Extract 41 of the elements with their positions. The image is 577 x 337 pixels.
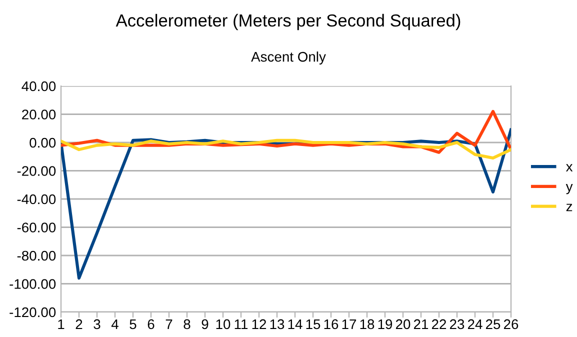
y-tick-label: -120.00: [10, 307, 56, 318]
legend-label: x: [566, 164, 573, 172]
x-tick-label: 13: [270, 319, 284, 330]
x-tick-label: 2: [76, 319, 82, 330]
x-tick-label: 20: [396, 319, 410, 330]
x-tick-label: 8: [184, 319, 190, 330]
y-tick-label: -60.00: [17, 222, 56, 232]
x-tick-label: 6: [148, 319, 154, 330]
x-tick-label: 10: [216, 319, 230, 330]
x-tick-label: 16: [324, 319, 338, 330]
legend-label: z: [566, 204, 572, 212]
x-tick-label: 21: [414, 319, 428, 330]
x-tick-label: 22: [432, 319, 446, 330]
x-tick-label: 24: [468, 319, 482, 330]
x-tick-label: 25: [486, 319, 500, 330]
y-tick-label: 40.00: [22, 81, 56, 92]
x-tick-label: 19: [378, 319, 392, 330]
y-tick-label: 20.00: [22, 110, 56, 120]
x-tick-label: 23: [450, 319, 464, 330]
y-tick-label: 0.00: [30, 138, 56, 148]
legend-label: y: [566, 184, 573, 194]
x-tick-label: 26: [504, 319, 518, 330]
y-tick-label: -40.00: [17, 194, 56, 204]
chart-subtitle: Ascent Only: [251, 52, 326, 64]
x-tick-label: 14: [288, 319, 302, 330]
x-tick-label: 7: [166, 319, 172, 330]
chart-title: Accelerometer (Meters per Second Squared): [116, 14, 460, 30]
x-tick-label: 11: [234, 319, 248, 330]
x-tick-label: 15: [306, 319, 320, 330]
y-tick-label: -100.00: [10, 279, 56, 289]
x-tick-label: 1: [58, 319, 64, 330]
line-series: [61, 138, 511, 160]
x-tick-label: 3: [94, 319, 100, 330]
y-tick-label: -20.00: [17, 166, 56, 176]
x-tick-label: 5: [130, 319, 136, 330]
x-tick-label: 4: [111, 319, 118, 330]
x-tick-label: 9: [202, 319, 208, 330]
x-tick-label: 18: [360, 319, 374, 330]
y-tick-label: -80.00: [17, 250, 56, 261]
x-tick-label: 17: [342, 319, 356, 330]
x-tick-label: 12: [252, 319, 266, 330]
